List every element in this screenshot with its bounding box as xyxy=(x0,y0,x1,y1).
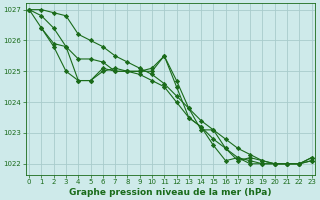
X-axis label: Graphe pression niveau de la mer (hPa): Graphe pression niveau de la mer (hPa) xyxy=(69,188,272,197)
